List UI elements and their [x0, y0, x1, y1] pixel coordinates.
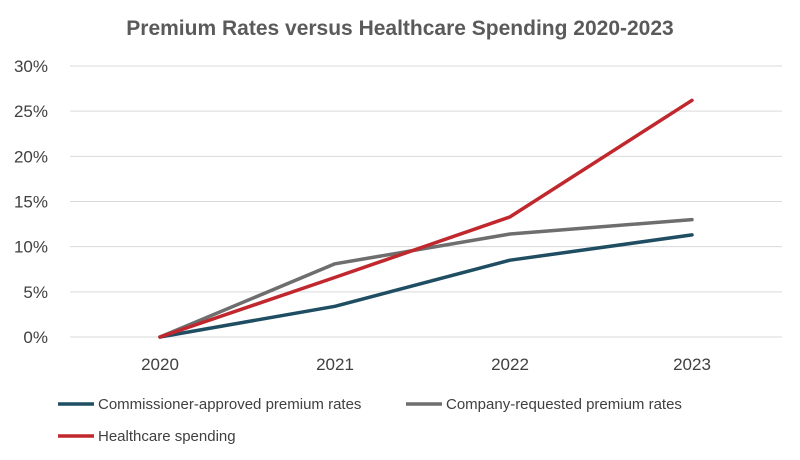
y-tick-label: 10% [14, 238, 48, 257]
x-tick-label: 2022 [491, 355, 529, 374]
y-axis-ticks: 0% 5% 10% 15% 20% 25% 30% [14, 57, 48, 347]
data-point [510, 216, 511, 217]
x-axis-ticks: 2020 2021 2022 2023 [141, 355, 711, 374]
legend-item: Commissioner-approved premium rates [58, 396, 361, 413]
legend-item: Healthcare spending [58, 428, 236, 445]
chart-title: Premium Rates versus Healthcare Spending… [126, 17, 673, 40]
series-line-company-requested-premium-rates [158, 217, 694, 339]
data-point [160, 337, 161, 338]
data-point [335, 277, 336, 278]
y-tick-label: 15% [14, 193, 48, 212]
gridlines [70, 65, 782, 338]
legend-item: Company-requested premium rates [406, 396, 682, 413]
series-line-commissioner-approved-premium-rates [158, 233, 694, 339]
legend: Commissioner-approved premium rates Compa… [58, 396, 682, 445]
series-line-healthcare-spending [158, 98, 694, 339]
legend-label: Healthcare spending [98, 428, 236, 445]
y-tick-label: 0% [23, 328, 48, 347]
data-point [510, 234, 511, 235]
y-tick-label: 25% [14, 102, 48, 121]
series-lines [158, 98, 694, 339]
legend-label: Company-requested premium rates [446, 396, 682, 413]
data-point [692, 219, 693, 220]
y-tick-label: 20% [14, 147, 48, 166]
x-tick-label: 2020 [141, 355, 179, 374]
legend-label: Commissioner-approved premium rates [98, 396, 361, 413]
data-point [692, 234, 693, 235]
y-tick-label: 5% [23, 283, 48, 302]
data-point [692, 100, 693, 101]
data-point [510, 260, 511, 261]
y-tick-label: 30% [14, 57, 48, 76]
x-tick-label: 2021 [316, 355, 354, 374]
x-tick-label: 2023 [673, 355, 711, 374]
data-point [335, 306, 336, 307]
data-point [335, 263, 336, 264]
